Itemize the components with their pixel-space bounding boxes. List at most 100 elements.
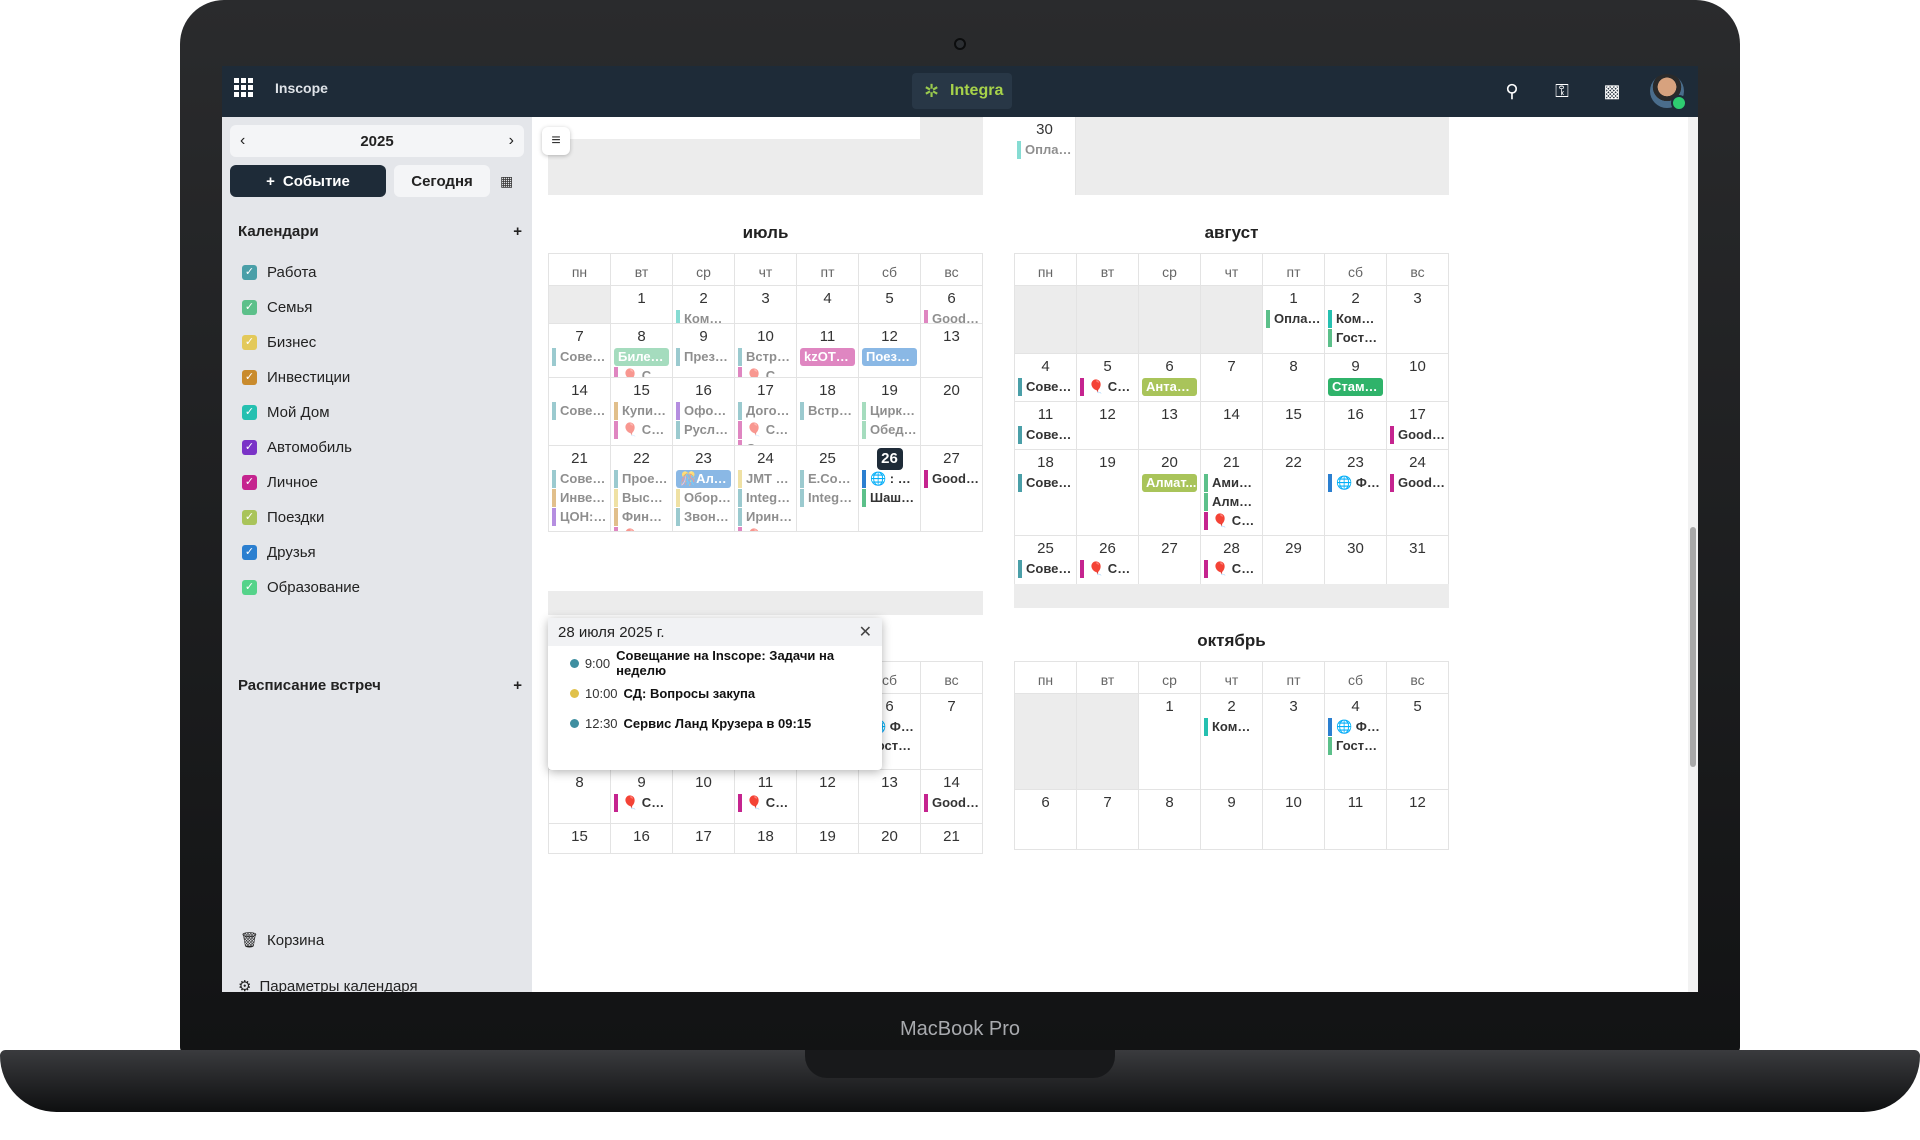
event-chip[interactable]: Integra... xyxy=(800,489,855,507)
event-chip[interactable]: Отпуск... xyxy=(738,440,793,445)
day-cell[interactable]: 23 🌐 Фут... xyxy=(1325,450,1387,536)
day-cell[interactable]: 21 Совещ...Инвест...ЦОН: о...и ещё 2 xyxy=(549,446,611,532)
day-cell[interactable]: 7 Совещ... xyxy=(549,324,611,378)
event-chip[interactable]: 🎊Але... xyxy=(676,470,731,488)
day-cell[interactable]: 20 xyxy=(859,824,921,854)
event-chip[interactable]: Обед с... xyxy=(862,421,917,439)
calendar-item[interactable]: ✓ Личное xyxy=(242,465,360,500)
event-chip[interactable]: Goodm... xyxy=(924,794,979,812)
day-cell[interactable]: 27 Goodm... xyxy=(921,446,983,532)
day-cell[interactable]: 8 xyxy=(1139,790,1201,850)
day-cell[interactable]: 1 xyxy=(611,286,673,324)
day-cell[interactable]: 30 Оплата... xyxy=(1014,117,1076,195)
calendar-item[interactable]: ✓ Друзья xyxy=(242,535,360,570)
event-chip[interactable]: 🎈 Спа... xyxy=(738,421,793,439)
event-chip[interactable]: JMT Ба... xyxy=(738,470,793,488)
day-cell[interactable]: 4 🌐 Фут...Гости: ... xyxy=(1325,694,1387,790)
month-title[interactable]: октябрь xyxy=(1197,631,1266,650)
month-title[interactable]: июль xyxy=(742,223,789,242)
day-cell[interactable]: 9 🎈 Спа... xyxy=(611,770,673,824)
event-chip[interactable]: Integra... xyxy=(738,489,793,507)
day-cell[interactable]: 6 xyxy=(1015,790,1077,850)
day-cell[interactable]: 3 xyxy=(735,286,797,324)
day-cell[interactable]: 23 🎊Але...Обору...Звонок...и ещё 2 xyxy=(673,446,735,532)
event-chip[interactable]: Встреч... xyxy=(738,348,793,366)
day-cell[interactable]: 19 Цирк: ...Обед с... xyxy=(859,378,921,446)
product-switcher[interactable]: ✲ Integra xyxy=(912,73,1012,109)
event-chip[interactable]: 🎈 Спа... xyxy=(614,421,669,439)
event-chip[interactable]: Комму... xyxy=(1328,310,1383,328)
event-chip[interactable]: 🎈 Спа... xyxy=(1080,378,1135,396)
day-cell[interactable]: 9 Презе... xyxy=(673,324,735,378)
popup-event[interactable]: 9:00 Совещание на Inscope: Задачи на неде… xyxy=(548,648,882,678)
popup-event[interactable]: 12:30 Сервис Ланд Крузера в 09:15 xyxy=(548,710,882,736)
event-chip[interactable]: Совещ... xyxy=(552,348,607,366)
day-cell[interactable]: 16 Офор...Руслан... xyxy=(673,378,735,446)
bell-icon[interactable]: ⚿ xyxy=(1555,81,1569,101)
event-chip[interactable]: 🌐 Фут... xyxy=(1328,718,1383,736)
new-event-button[interactable]: + Событие xyxy=(230,165,386,197)
month-title[interactable]: август xyxy=(1204,223,1259,242)
day-cell[interactable]: 10 xyxy=(1387,354,1449,402)
event-chip[interactable]: Обору... xyxy=(676,489,731,507)
more-events-link[interactable]: и ещё 2 xyxy=(552,527,607,531)
day-cell[interactable]: 3 xyxy=(1387,286,1449,354)
event-chip[interactable]: Совещ... xyxy=(1018,560,1073,578)
day-cell[interactable]: 22 xyxy=(1263,450,1325,536)
event-chip[interactable]: Ирина:... xyxy=(738,508,793,526)
event-chip[interactable]: 🎈 Спа... xyxy=(614,794,669,812)
day-cell[interactable]: 2 Комму...Гости: ... xyxy=(1325,286,1387,354)
event-chip[interactable]: Руслан... xyxy=(676,421,731,439)
day-cell[interactable]: 1 Оплат... xyxy=(1263,286,1325,354)
event-chip[interactable]: Комму... xyxy=(1204,718,1259,736)
view-grid-icon[interactable]: ▦ xyxy=(500,173,514,189)
event-chip[interactable]: Goodm... xyxy=(1390,426,1445,444)
event-chip[interactable]: Проек... xyxy=(614,470,669,488)
checkbox-icon[interactable]: ✓ xyxy=(242,300,257,315)
day-cell[interactable]: 6 Goodm... xyxy=(921,286,983,324)
event-chip[interactable]: Офор... xyxy=(676,402,731,420)
day-cell[interactable]: 25 Е.Соко...Integra... xyxy=(797,446,859,532)
calendar-item[interactable]: ✓ Бизнес xyxy=(242,325,360,360)
day-cell[interactable]: 3 xyxy=(1263,694,1325,790)
scrollbar-thumb[interactable] xyxy=(1690,527,1696,767)
search-icon[interactable]: ⚲ xyxy=(1505,81,1519,101)
event-chip[interactable]: Презе... xyxy=(676,348,731,366)
event-chip[interactable]: Цирк: ... xyxy=(862,402,917,420)
day-cell[interactable]: 2 Комму... xyxy=(673,286,735,324)
event-chip[interactable]: Встреч... xyxy=(800,402,855,420)
day-cell[interactable]: 10 xyxy=(1263,790,1325,850)
day-cell[interactable]: 24 JMT Ба...Integra...Ирина:...🎈 Спа... xyxy=(735,446,797,532)
checkbox-icon[interactable]: ✓ xyxy=(242,580,257,595)
event-chip[interactable]: ЦОН: о... xyxy=(552,508,607,526)
day-cell[interactable]: 17 xyxy=(673,824,735,854)
event-chip[interactable]: Догов... xyxy=(738,402,793,420)
day-cell[interactable]: 17 Goodm... xyxy=(1387,402,1449,450)
event-chip[interactable]: Алма: ... xyxy=(1204,493,1259,511)
day-cell[interactable]: 6 Антали... xyxy=(1139,354,1201,402)
event-chip[interactable]: Совещ... xyxy=(1018,378,1073,396)
day-cell[interactable]: 21 xyxy=(921,824,983,854)
event-chip[interactable]: Оплата... xyxy=(1017,141,1072,159)
day-cell[interactable]: 10 xyxy=(673,770,735,824)
event-chip[interactable]: Антали... xyxy=(1142,378,1197,396)
day-cell[interactable]: 7 xyxy=(1077,790,1139,850)
day-cell[interactable]: 12 xyxy=(1077,402,1139,450)
event-chip[interactable]: Оплат... xyxy=(1266,310,1321,328)
event-chip[interactable]: Совещ... xyxy=(1018,474,1073,492)
prev-year-chevron-icon[interactable]: ‹ xyxy=(240,132,246,149)
calendar-item[interactable]: ✓ Образование xyxy=(242,570,360,605)
day-cell[interactable]: 19 xyxy=(1077,450,1139,536)
close-icon[interactable]: ✕ xyxy=(858,624,872,641)
day-cell[interactable]: 11 Совещ... xyxy=(1015,402,1077,450)
event-chip[interactable]: kzОТГУЛ xyxy=(800,348,855,366)
day-cell[interactable]: 18 Совещ... xyxy=(1015,450,1077,536)
day-cell[interactable]: 15 xyxy=(1263,402,1325,450)
day-cell[interactable]: 12 Поездка в Актау: С... xyxy=(859,324,921,378)
event-chip[interactable]: Goodm... xyxy=(924,310,979,323)
checkbox-icon[interactable]: ✓ xyxy=(242,545,257,560)
today-button[interactable]: Сегодня xyxy=(394,165,490,197)
trash-link[interactable]: 🗑 Корзина xyxy=(240,931,324,950)
calendar-item[interactable]: ✓ Поездки xyxy=(242,500,360,535)
event-chip[interactable]: Звонок... xyxy=(676,508,731,526)
